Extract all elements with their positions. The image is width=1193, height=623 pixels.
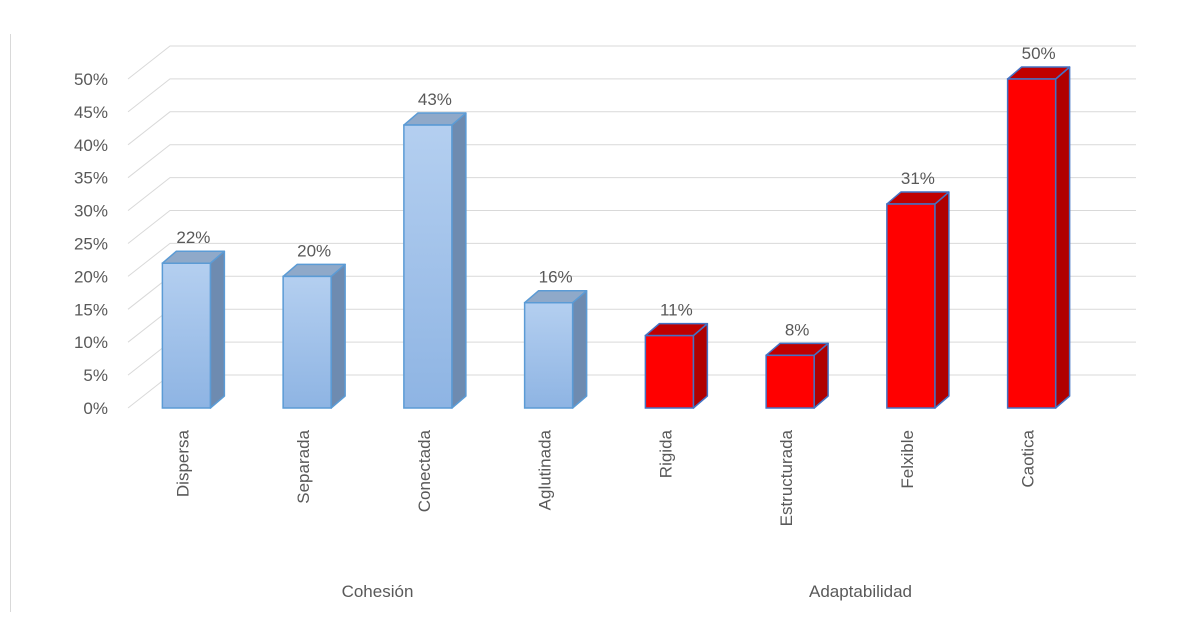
bar-caotica [1006,66,1071,409]
x-axis-categories: Dispersa Separada Conectada Aglutinada Rigid… [173,429,1037,526]
group-label: Cohesión [342,582,414,601]
bar-side [571,289,588,409]
gridline [127,308,1136,343]
data-label: 20% [297,241,331,260]
bar-side [692,322,709,409]
bar-front [1006,78,1057,409]
gridline [127,275,1136,310]
bar-conectada [403,112,467,409]
x-tick-label: Rigida [656,429,675,478]
gridline [127,45,1136,80]
x-tick-label: Caotica [1019,429,1038,487]
gridline [127,374,1136,409]
y-tick-label: 15% [74,300,108,319]
bar-front [282,275,332,409]
y-tick-label: 10% [74,333,108,352]
data-label: 50% [1022,44,1056,63]
bars [161,66,1071,409]
bar-dispersa [161,250,226,409]
bar-front [644,334,695,409]
gridline [127,177,1136,211]
data-label: 8% [785,320,810,339]
bar-aglutinada [523,289,588,409]
gridline [127,210,1136,244]
y-tick-label: 5% [83,366,108,385]
bar-front [523,301,574,409]
gridline [127,111,1136,146]
data-labels: 22% 20% 43% 16% 11% 8% 31% 50% [176,44,1055,339]
y-axis: 0% 5% 10% 15% 20% 25% 30% 35% 40% 45% 50% [74,70,108,418]
x-tick-label: Estructurada [777,429,796,526]
bar-estructurada [765,342,829,409]
data-label: 43% [418,90,452,109]
bar-rigida [644,322,709,409]
group-label: Adaptabilidad [809,582,912,601]
y-tick-label: 50% [74,70,108,89]
bar-front [886,203,936,409]
x-tick-label: Aglutinada [536,429,555,510]
bar-side [934,191,950,409]
bar-side [451,112,467,409]
y-tick-label: 20% [74,267,108,286]
data-label: 31% [901,169,935,188]
bar-felxible [886,191,950,409]
bar-front [161,262,212,409]
gridline [127,78,1136,113]
data-label: 11% [660,301,693,320]
gridline [127,144,1136,179]
gridline [127,242,1136,277]
x-tick-label: Separada [294,429,313,503]
y-tick-label: 25% [74,235,108,254]
y-tick-label: 35% [74,169,108,188]
x-tick-label: Dispersa [173,429,192,497]
x-tick-label: Felxible [898,430,917,489]
x-tick-label: Conectada [415,429,434,512]
bar-front [765,354,815,409]
y-tick-label: 45% [74,103,108,122]
y-tick-label: 30% [74,202,108,221]
x-axis-groups: Cohesión Adaptabilidad [342,582,912,601]
bar-side [330,263,346,409]
y-tick-label: 40% [74,136,108,155]
bar-side [1054,66,1071,409]
bar-front [403,124,453,409]
chart-border [10,34,11,612]
gridlines [127,45,1136,409]
bar-separada [282,263,346,409]
y-tick-label: 0% [83,399,108,418]
gridline [127,341,1136,376]
bar-side [209,250,226,409]
data-label: 16% [539,268,573,287]
data-label: 22% [176,228,210,247]
